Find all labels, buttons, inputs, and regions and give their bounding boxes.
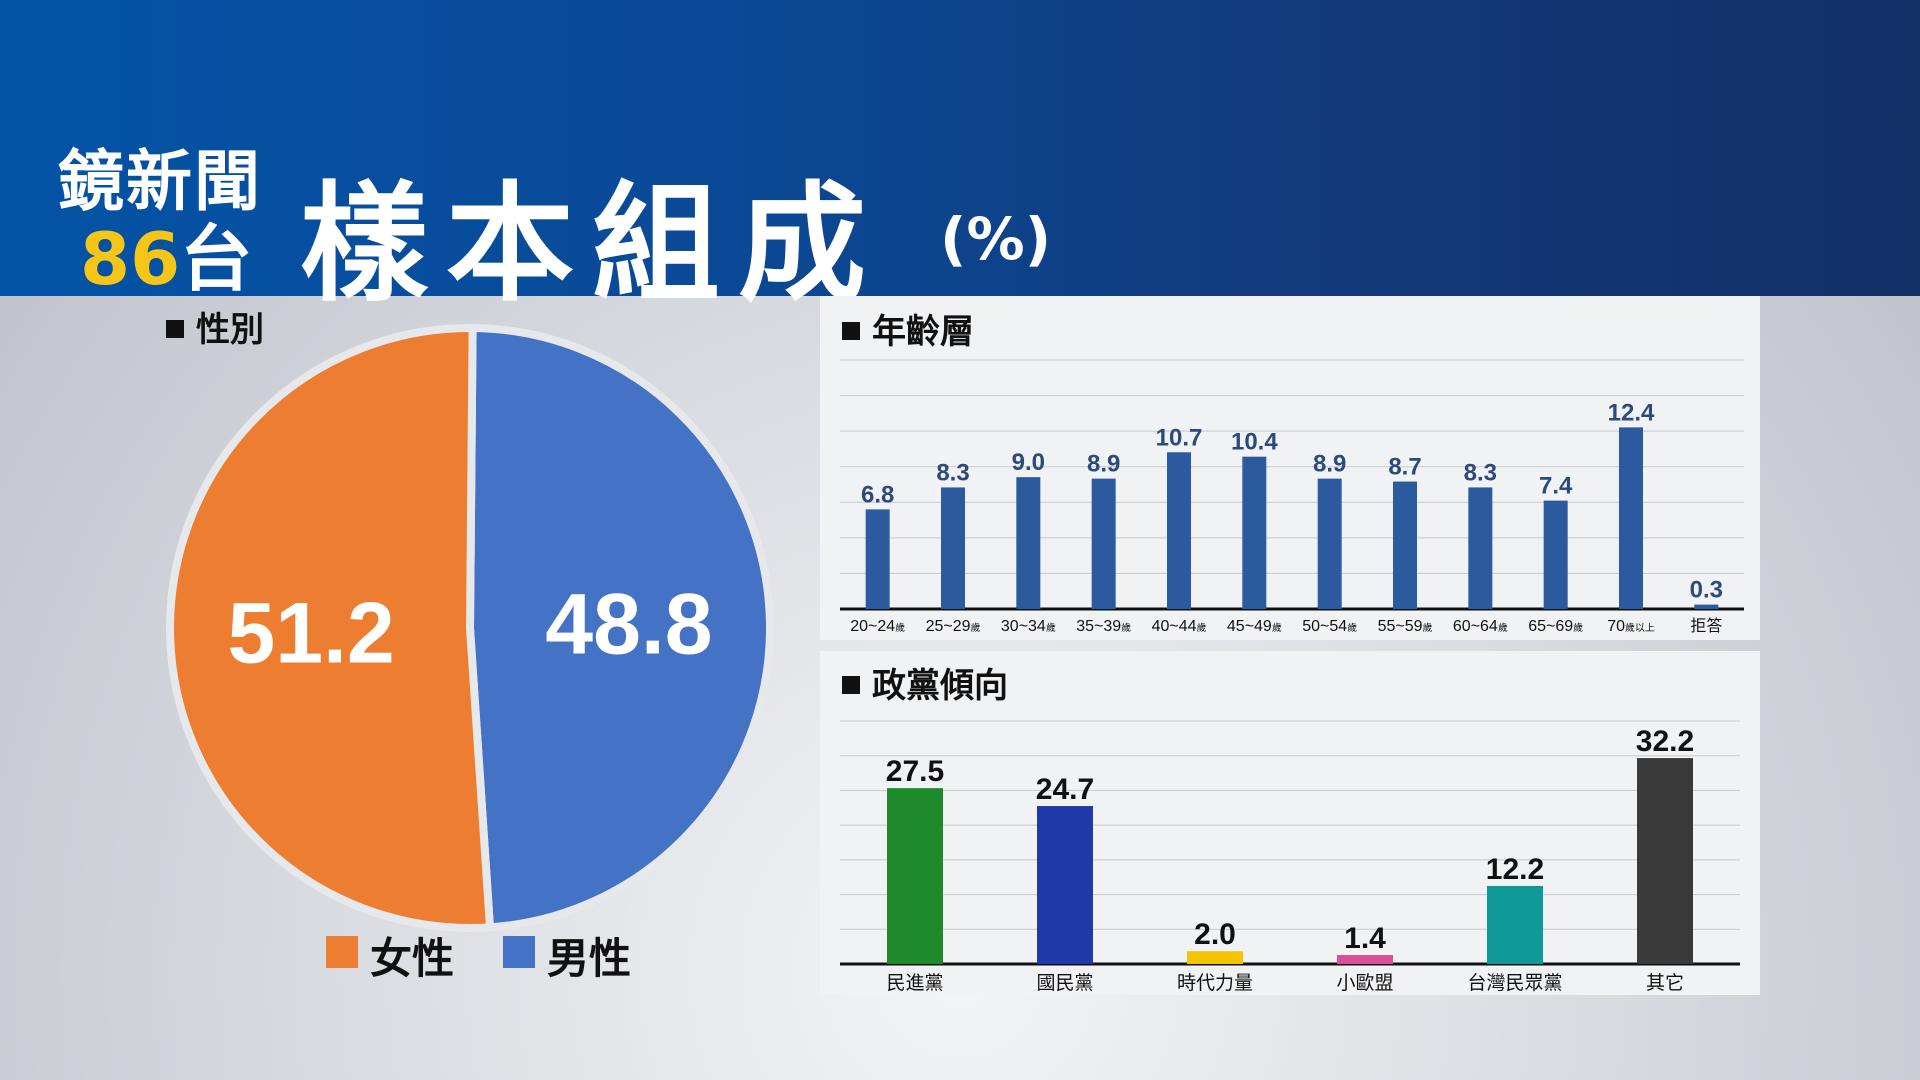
x-tick-label: 20~24歲 [850,618,905,635]
bar-value-label: 0.3 [1690,577,1723,604]
bar [941,487,965,609]
party-panel [820,651,1760,995]
x-tick-label: 40~44歲 [1152,618,1207,635]
bar [1468,487,1493,609]
bar [1167,452,1191,609]
x-tick-label: 拒答 [1690,617,1722,635]
square-bullet-icon [166,319,184,338]
age-section-title: 年齡層 [842,304,974,353]
x-tick-label: 25~29歲 [926,618,981,635]
bar-value-label: 10.7 [1156,424,1203,451]
bar [1091,478,1116,609]
bar-value-label: 6.8 [861,481,894,508]
bar [1317,478,1342,609]
bar-value-label: 8.3 [936,459,969,486]
gender-title-text: 性別 [196,310,264,350]
title-unit: (%) [940,205,1052,273]
bar [1619,427,1643,609]
x-tick-label: 55~59歲 [1378,618,1433,635]
pie-value-label-male: 48.8 [545,576,712,672]
party-bar-chart: 27.5 民進黨 24.7 國民黨 2.0 時代力量 1.4 小歐盟 12.2 台灣民眾黨 32.2… [840,720,1740,994]
bar-value-label: 24.7 [1036,773,1094,806]
brand-channel-number: 86 [80,217,181,301]
bar-value-label: 32.2 [1636,725,1694,758]
brand-channel: 86台 [80,200,252,305]
bar [1016,477,1041,609]
legend-swatch-female [326,936,358,968]
bar [1487,885,1543,964]
bar-value-label: 7.4 [1539,473,1573,500]
header-banner: 鏡新聞 86台 樣本組成 (%) [0,0,1920,319]
page-title: 樣本組成 [300,169,885,319]
bar-value-label: 8.3 [1464,459,1497,486]
x-tick-label: 45~49歲 [1227,618,1282,635]
pie-value-label-female: 51.2 [227,586,394,682]
bar [1694,604,1719,609]
party-title-text: 政黨傾向 [872,666,1008,706]
bar-value-label: 8.7 [1388,454,1421,481]
x-tick-label: 國民黨 [1036,972,1093,994]
x-tick-label: 50~54歲 [1302,618,1357,635]
x-tick-label: 小歐盟 [1336,972,1393,994]
bar-value-label: 8.9 [1087,451,1120,478]
brand-channel-suffix: 台 [180,217,253,301]
x-tick-label: 65~69歲 [1528,618,1583,635]
legend-swatch-male [503,936,535,968]
bar-value-label: 1.4 [1344,922,1386,955]
x-tick-label: 60~64歲 [1453,618,1508,635]
age-bar-chart: 6.8 20~24歲 8.3 25~29歲 9.0 30~34歲 8.9 35~39歲 10.7… [840,359,1744,635]
square-bullet-icon [842,321,860,340]
bar [1037,806,1093,964]
bar-value-label: 27.5 [886,755,944,788]
bar [1337,955,1393,964]
age-title-text: 年齡層 [872,312,974,352]
legend-label-female: 女性 [370,934,455,983]
bar-value-label: 12.4 [1608,399,1655,426]
x-tick-label: 民進黨 [886,972,943,994]
party-section-title: 政黨傾向 [842,658,1008,707]
bar-value-label: 10.4 [1231,429,1278,456]
bar [1242,456,1267,609]
bar-value-label: 2.0 [1194,918,1236,951]
bar-value-label: 8.9 [1313,451,1346,478]
gender-pie-chart: 48.8 51.2 [165,323,774,932]
bar-value-label: 9.0 [1012,449,1045,476]
square-bullet-icon [842,675,860,694]
bar [1543,500,1568,609]
bar-value-label: 12.2 [1486,853,1544,886]
x-tick-label: 其它 [1646,972,1684,994]
brand-name: 鏡新聞 [58,143,262,220]
x-tick-label: 70歲以上 [1607,618,1655,635]
pie-slice-female [165,324,495,932]
gender-section-title: 性別 [166,302,264,351]
bar [887,788,943,964]
x-tick-label: 台灣民眾黨 [1467,972,1562,994]
bar [865,509,890,609]
bar [1187,951,1243,964]
bar [1637,758,1693,964]
x-tick-label: 35~39歲 [1076,618,1131,635]
legend-label-male: 男性 [547,934,632,983]
age-panel [820,296,1760,640]
x-tick-label: 30~34歲 [1001,618,1056,635]
pie-slice-male [465,323,774,932]
x-tick-label: 時代力量 [1177,972,1253,994]
bar [1393,481,1417,609]
